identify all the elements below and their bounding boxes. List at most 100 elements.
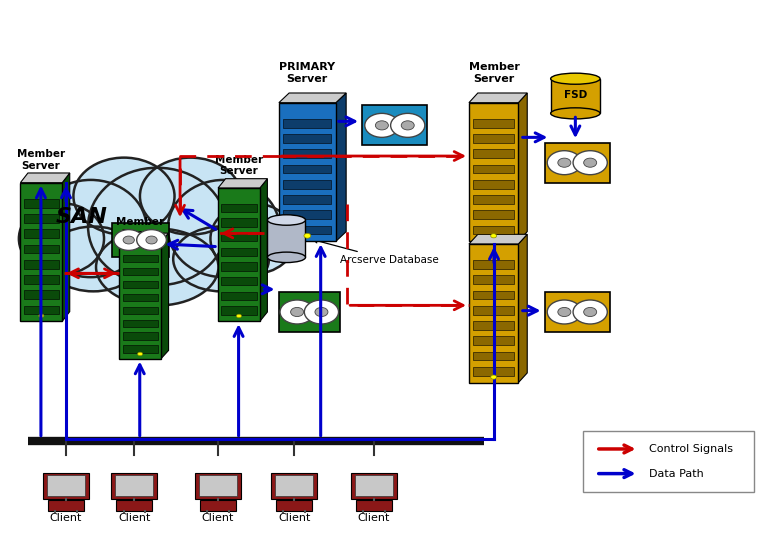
Ellipse shape <box>73 158 175 235</box>
FancyBboxPatch shape <box>221 218 256 227</box>
FancyBboxPatch shape <box>545 292 610 332</box>
Circle shape <box>401 121 414 130</box>
Ellipse shape <box>173 227 269 292</box>
Circle shape <box>280 300 314 324</box>
Circle shape <box>137 229 166 250</box>
FancyBboxPatch shape <box>473 226 514 234</box>
Polygon shape <box>469 93 527 103</box>
Text: Client: Client <box>118 513 150 523</box>
FancyBboxPatch shape <box>43 473 89 499</box>
FancyBboxPatch shape <box>473 195 514 204</box>
FancyBboxPatch shape <box>221 233 256 241</box>
Text: Member
Server: Member Server <box>468 62 520 84</box>
FancyBboxPatch shape <box>473 180 514 189</box>
Polygon shape <box>21 173 69 183</box>
Ellipse shape <box>268 215 305 225</box>
Circle shape <box>584 308 597 317</box>
FancyBboxPatch shape <box>111 473 157 499</box>
FancyBboxPatch shape <box>221 262 256 271</box>
FancyBboxPatch shape <box>123 268 158 276</box>
Circle shape <box>547 151 581 175</box>
FancyBboxPatch shape <box>351 473 397 499</box>
FancyBboxPatch shape <box>473 211 514 219</box>
Ellipse shape <box>140 158 241 235</box>
FancyBboxPatch shape <box>24 229 59 238</box>
Circle shape <box>237 314 241 318</box>
FancyBboxPatch shape <box>123 255 158 263</box>
Text: PRIMARY
Server: PRIMARY Server <box>279 62 335 84</box>
Polygon shape <box>469 234 527 244</box>
Polygon shape <box>518 93 527 241</box>
Circle shape <box>146 236 157 244</box>
FancyBboxPatch shape <box>200 500 236 511</box>
FancyBboxPatch shape <box>583 430 754 492</box>
FancyBboxPatch shape <box>123 332 158 340</box>
FancyBboxPatch shape <box>362 106 427 145</box>
Circle shape <box>491 375 497 379</box>
Polygon shape <box>63 173 69 321</box>
Text: Client: Client <box>358 513 390 523</box>
FancyBboxPatch shape <box>283 211 331 219</box>
FancyBboxPatch shape <box>545 143 610 183</box>
FancyBboxPatch shape <box>283 195 331 204</box>
FancyBboxPatch shape <box>123 345 158 353</box>
FancyBboxPatch shape <box>24 199 59 207</box>
FancyBboxPatch shape <box>473 367 514 376</box>
FancyBboxPatch shape <box>199 475 237 496</box>
Polygon shape <box>119 233 169 241</box>
Ellipse shape <box>35 180 146 277</box>
FancyBboxPatch shape <box>21 183 63 321</box>
FancyBboxPatch shape <box>278 103 336 241</box>
Ellipse shape <box>46 227 141 292</box>
Text: FSD: FSD <box>564 91 587 100</box>
Circle shape <box>315 308 328 317</box>
FancyBboxPatch shape <box>123 307 158 314</box>
FancyBboxPatch shape <box>123 281 158 288</box>
Ellipse shape <box>168 180 279 277</box>
FancyBboxPatch shape <box>473 134 514 143</box>
FancyBboxPatch shape <box>278 292 340 332</box>
Text: Member
Server: Member Server <box>214 155 262 176</box>
FancyBboxPatch shape <box>473 260 514 269</box>
FancyBboxPatch shape <box>283 119 331 128</box>
Circle shape <box>491 234 497 238</box>
FancyBboxPatch shape <box>283 134 331 143</box>
Circle shape <box>114 229 143 250</box>
FancyBboxPatch shape <box>221 306 256 315</box>
Ellipse shape <box>551 108 600 119</box>
FancyBboxPatch shape <box>473 352 514 361</box>
Circle shape <box>558 158 571 167</box>
FancyBboxPatch shape <box>117 500 153 511</box>
FancyBboxPatch shape <box>268 220 305 257</box>
Circle shape <box>375 121 388 130</box>
FancyBboxPatch shape <box>473 276 514 284</box>
Ellipse shape <box>268 252 305 263</box>
FancyBboxPatch shape <box>283 165 331 174</box>
Circle shape <box>391 114 425 137</box>
FancyBboxPatch shape <box>24 291 59 299</box>
Ellipse shape <box>211 203 295 274</box>
Circle shape <box>365 114 399 137</box>
FancyBboxPatch shape <box>119 241 161 359</box>
Circle shape <box>304 300 339 324</box>
Text: Member
Server: Member Server <box>17 150 65 171</box>
Polygon shape <box>278 93 346 103</box>
Circle shape <box>137 352 143 356</box>
Circle shape <box>123 236 134 244</box>
Polygon shape <box>260 178 267 321</box>
FancyBboxPatch shape <box>473 321 514 330</box>
FancyBboxPatch shape <box>111 222 169 257</box>
FancyBboxPatch shape <box>283 226 331 234</box>
FancyBboxPatch shape <box>123 294 158 301</box>
Polygon shape <box>518 234 527 383</box>
FancyBboxPatch shape <box>551 79 600 114</box>
FancyBboxPatch shape <box>123 319 158 327</box>
FancyBboxPatch shape <box>276 500 312 511</box>
FancyBboxPatch shape <box>24 306 59 315</box>
FancyBboxPatch shape <box>355 475 393 496</box>
Ellipse shape <box>96 228 218 306</box>
FancyBboxPatch shape <box>218 188 260 321</box>
FancyBboxPatch shape <box>221 277 256 285</box>
FancyBboxPatch shape <box>473 150 514 158</box>
Text: Member
Server: Member Server <box>468 206 520 228</box>
